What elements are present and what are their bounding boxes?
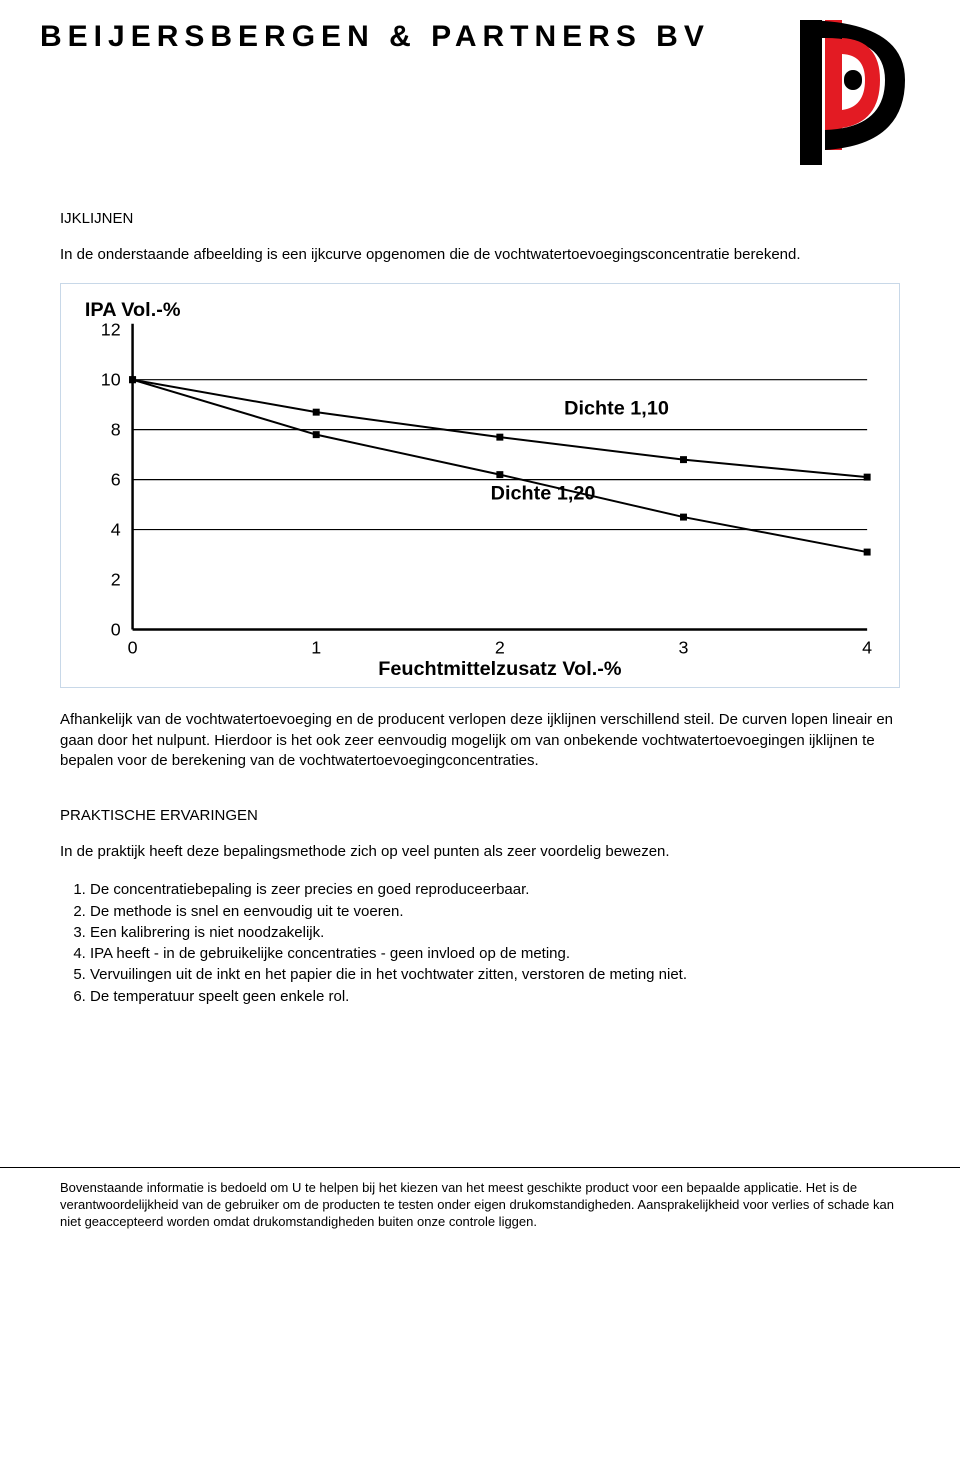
findings-item: De concentratiebepaling is zeer precies … — [90, 880, 900, 900]
svg-text:1: 1 — [311, 638, 321, 658]
svg-text:Dichte 1,20: Dichte 1,20 — [491, 483, 596, 505]
section-title-praktische: PRAKTISCHE ERVARINGEN — [60, 807, 900, 824]
company-name: BEIJERSBERGEN & PARTNERS BV — [40, 10, 710, 54]
findings-item: IPA heeft - in de gebruikelijke concentr… — [90, 944, 900, 964]
svg-text:2: 2 — [495, 638, 505, 658]
svg-text:Feuchtmittelzusatz Vol.-%: Feuchtmittelzusatz Vol.-% — [378, 658, 622, 679]
company-logo-icon — [770, 10, 920, 170]
svg-text:4: 4 — [862, 638, 872, 658]
section-title-ijklijnen: IJKLIJNEN — [60, 210, 900, 227]
svg-text:0: 0 — [128, 638, 138, 658]
svg-text:12: 12 — [101, 320, 121, 340]
footer-divider — [0, 1167, 960, 1168]
svg-text:IPA Vol.-%: IPA Vol.-% — [85, 299, 181, 321]
findings-list: De concentratiebepaling is zeer precies … — [60, 880, 900, 1007]
paragraph-after-chart: Afhankelijk van de vochtwatertoevoeging … — [60, 710, 900, 771]
disclaimer-text: Bovenstaande informatie is bedoeld om U … — [0, 1180, 960, 1261]
svg-text:10: 10 — [101, 370, 121, 390]
svg-text:2: 2 — [111, 570, 121, 590]
svg-text:8: 8 — [111, 420, 121, 440]
findings-item: Vervuilingen uit de inkt en het papier d… — [90, 965, 900, 985]
main-content: IJKLIJNEN In de onderstaande afbeelding … — [0, 170, 960, 1047]
svg-text:4: 4 — [111, 520, 121, 540]
intro-paragraph-1: In de onderstaande afbeelding is een ijk… — [60, 245, 900, 265]
findings-item: De temperatuur speelt geen enkele rol. — [90, 987, 900, 1007]
calibration-chart: IPA Vol.-%02468101201234Feuchtmittelzusa… — [73, 292, 887, 679]
chart-container: IPA Vol.-%02468101201234Feuchtmittelzusa… — [60, 283, 900, 688]
svg-text:0: 0 — [111, 620, 121, 640]
svg-text:6: 6 — [111, 470, 121, 490]
svg-text:Dichte 1,10: Dichte 1,10 — [564, 398, 669, 420]
findings-item: Een kalibrering is niet noodzakelijk. — [90, 923, 900, 943]
svg-text:3: 3 — [679, 638, 689, 658]
findings-item: De methode is snel en eenvoudig uit te v… — [90, 902, 900, 922]
page-header: BEIJERSBERGEN & PARTNERS BV — [0, 0, 960, 170]
intro-paragraph-2: In de praktijk heeft deze bepalingsmetho… — [60, 842, 900, 862]
